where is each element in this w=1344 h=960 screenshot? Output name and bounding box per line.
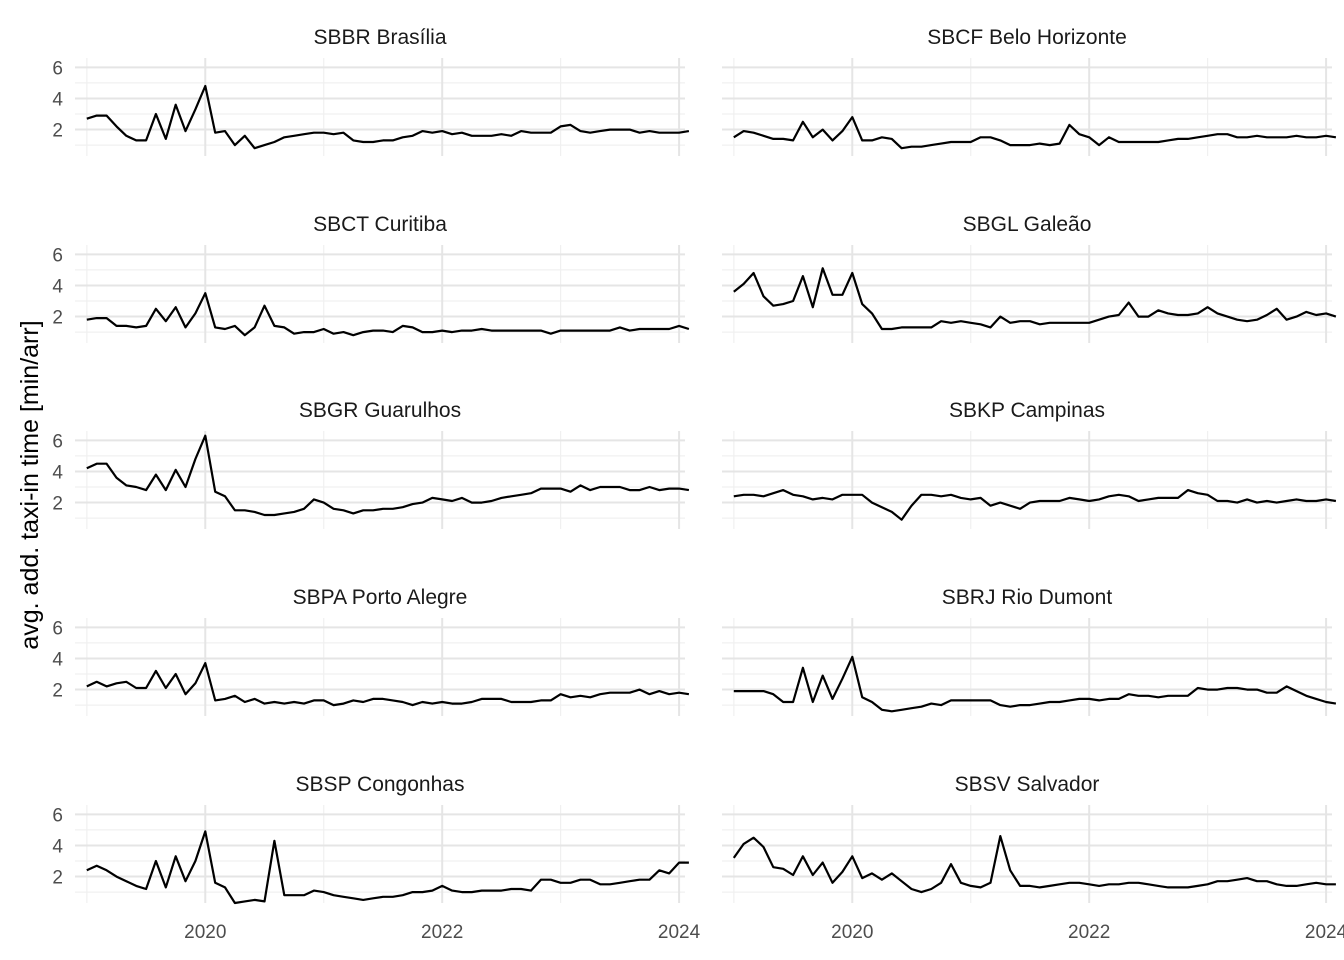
series-line: [86, 292, 690, 337]
panel-title: SBSP Congonhas: [296, 773, 465, 796]
panel-title: SBBR Brasília: [313, 26, 446, 49]
panel: SBGR Guarulhos 2 4 6: [52, 399, 690, 529]
panel: SBRJ Rio Dumont: [722, 586, 1337, 716]
panel-title: SBSV Salvador: [955, 773, 1100, 796]
panel: SBSP Congonhas 2 4 6 2020 2022 2024: [52, 773, 700, 943]
y-tick-label: 6: [52, 58, 63, 79]
y-tick-label: 2: [52, 868, 63, 889]
series-line: [733, 267, 1337, 331]
panel-title: SBGL Galeão: [963, 213, 1092, 236]
panel: SBSV Salvador 2020 2022 2024: [722, 773, 1344, 943]
x-tick-label: 2020: [831, 922, 873, 943]
y-tick-label: 6: [52, 245, 63, 266]
series-line: [86, 434, 690, 517]
series-line: [86, 84, 690, 150]
panel: SBKP Campinas: [722, 399, 1337, 529]
y-tick-label: 4: [52, 89, 63, 110]
y-tick-label: 2: [52, 121, 63, 142]
y-tick-label: 4: [52, 276, 63, 297]
panel: SBBR Brasília 2 4 6: [52, 26, 690, 156]
panel-title: SBGR Guarulhos: [299, 399, 461, 422]
y-tick-label: 6: [52, 431, 63, 452]
panel: SBPA Porto Alegre 2 4 6: [52, 586, 690, 716]
x-tick-label: 2024: [658, 922, 701, 943]
series-line: [732, 834, 1336, 894]
panel-title: SBPA Porto Alegre: [293, 586, 468, 609]
y-tick-label: 4: [52, 462, 63, 483]
panel: SBCF Belo Horizonte: [722, 26, 1337, 156]
y-tick-label: 6: [52, 805, 63, 826]
series-line: [86, 661, 690, 707]
series-line: [733, 655, 1337, 713]
y-axis-label: avg. add. taxi-in time [min/arr]: [16, 320, 44, 649]
series-line: [733, 115, 1337, 150]
panel-title: SBRJ Rio Dumont: [942, 586, 1113, 609]
panel-title: SBCT Curitiba: [313, 213, 447, 236]
y-tick-label: 2: [52, 494, 63, 515]
y-tick-label: 2: [52, 681, 63, 702]
y-tick-label: 2: [52, 308, 63, 329]
series-line: [733, 489, 1337, 521]
panel: SBGL Galeão: [722, 213, 1337, 343]
y-tick-label: 4: [52, 649, 63, 670]
panel: SBCT Curitiba 2 4 6: [52, 213, 690, 343]
panel-title: SBCF Belo Horizonte: [927, 26, 1127, 49]
y-tick-label: 4: [52, 836, 63, 857]
x-tick-label: 2022: [421, 922, 463, 943]
y-tick-label: 6: [52, 618, 63, 639]
panel-title: SBKP Campinas: [949, 399, 1105, 422]
x-tick-label: 2022: [1068, 922, 1110, 943]
series-line: [86, 830, 689, 905]
x-tick-label: 2024: [1305, 922, 1344, 943]
x-tick-label: 2020: [184, 922, 226, 943]
